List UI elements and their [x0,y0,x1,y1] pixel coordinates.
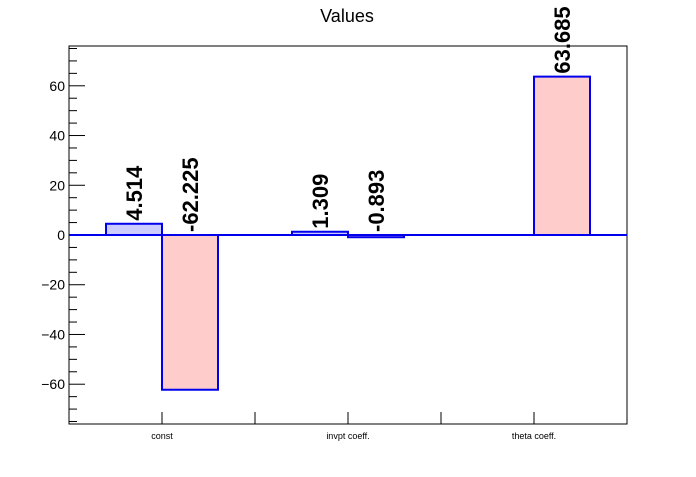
y-tick-label: −20 [41,277,65,293]
bar-value-label: -62.225 [178,157,203,232]
y-tick-label: 60 [49,78,65,94]
x-category-label: theta coeff. [512,431,556,441]
bars-layer [69,75,627,391]
y-tick-label: 40 [49,128,65,144]
bar-value-label: -0.893 [364,170,389,232]
bar [105,222,163,237]
data-labels-layer: 4.514 1.309 -62.225 -0.893 63.685 [122,6,575,232]
y-tick-label: 0 [57,227,65,243]
bar-value-label: 1.309 [308,174,333,229]
bar [533,75,591,236]
x-category-label: const [151,431,173,441]
bar-value-label: 4.514 [122,165,147,221]
bar [161,234,219,391]
x-category-label: invpt coeff. [326,431,369,441]
bar-value-label: 63.685 [550,6,575,73]
y-tick-label: −40 [41,326,65,342]
chart-title: Values [320,6,374,26]
y-tick-label: 20 [49,177,65,193]
axes: −60 −40 −20 0 20 40 60 const invpt coeff. theta c… [41,45,628,441]
y-tick-label: −60 [41,376,65,392]
